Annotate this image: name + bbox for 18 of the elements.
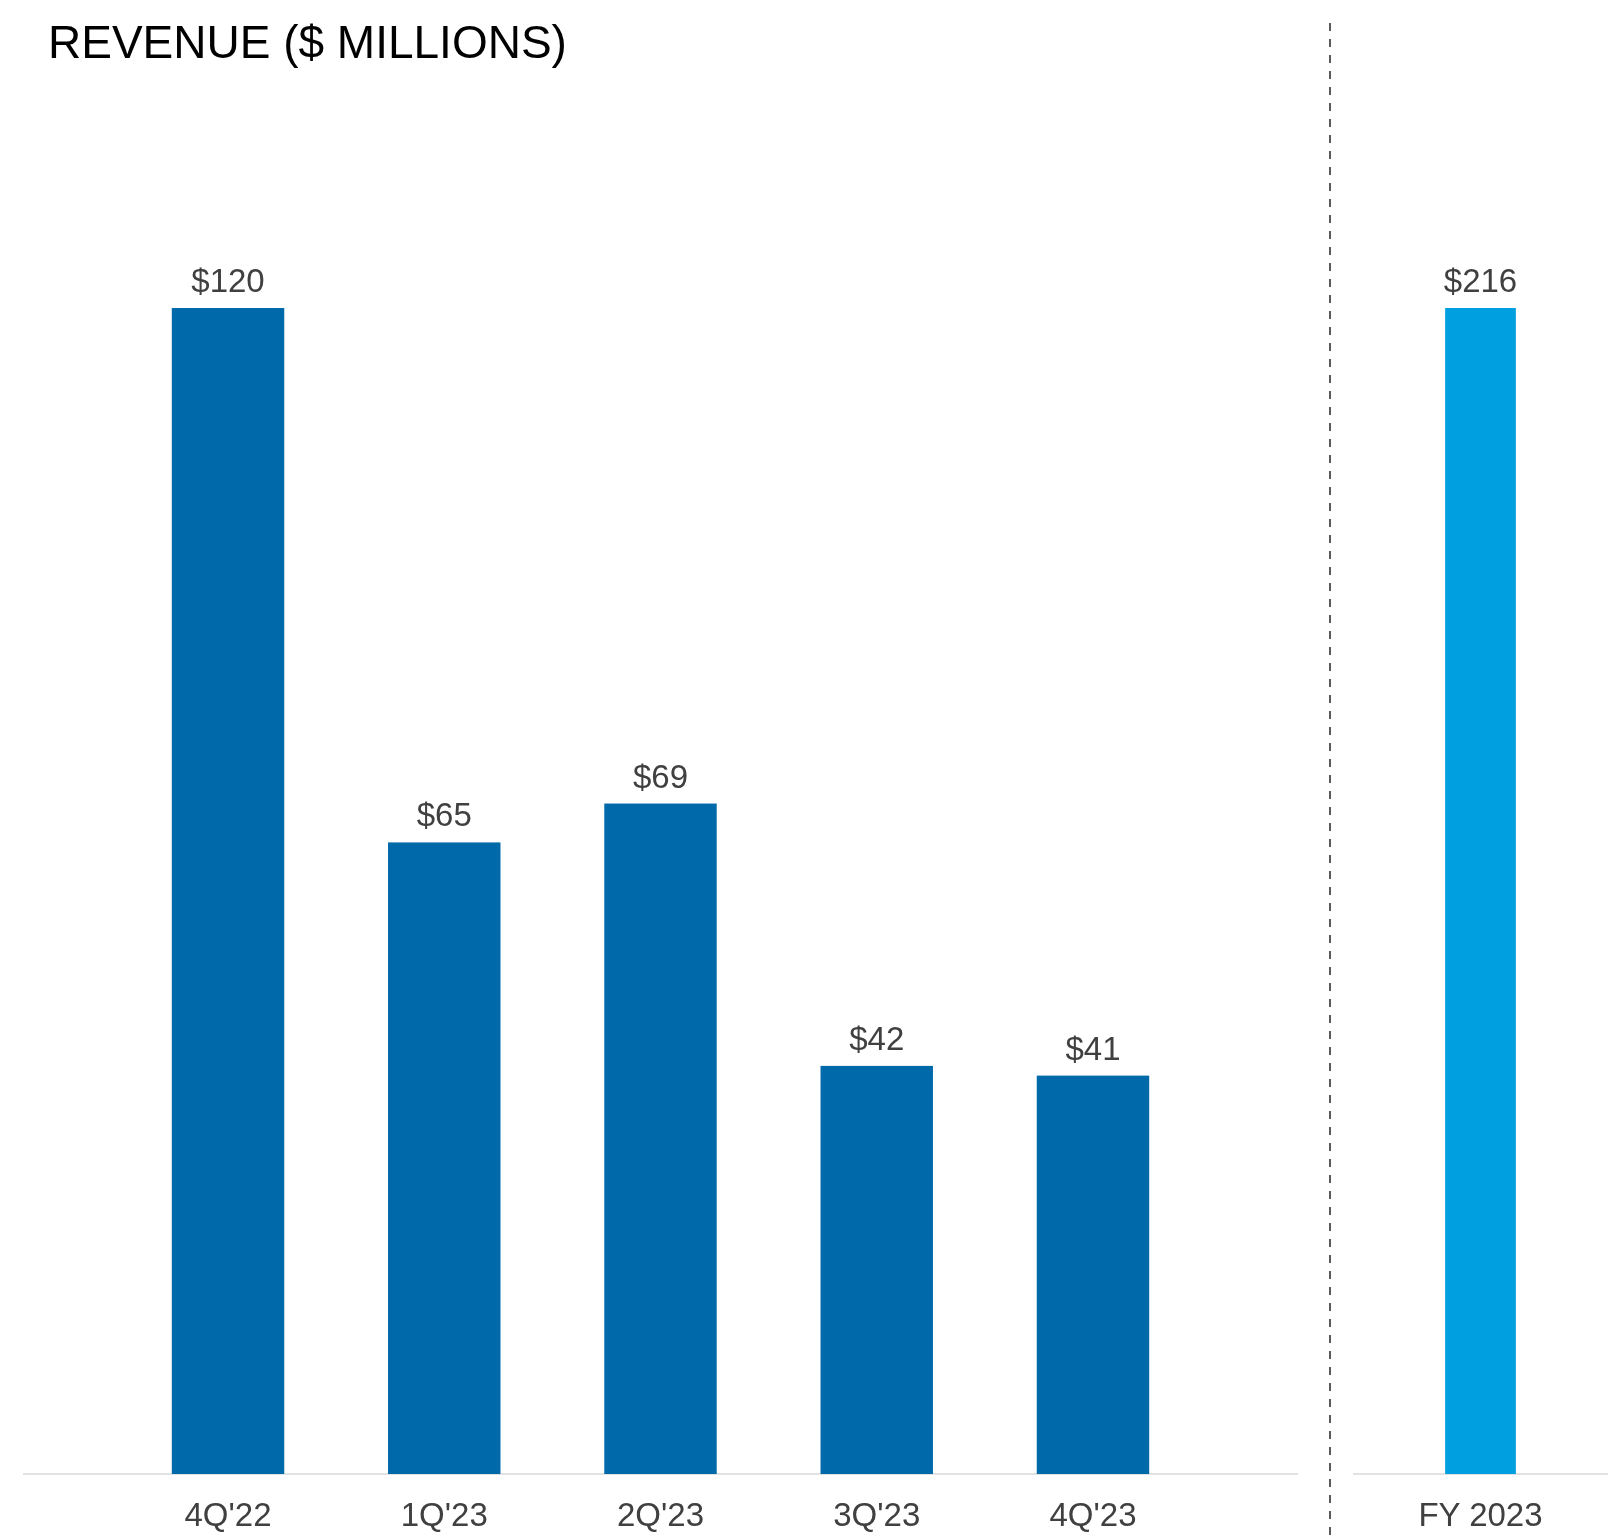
bar xyxy=(1036,1075,1150,1474)
data-label: $41 xyxy=(1065,1029,1121,1067)
data-label: $42 xyxy=(849,1019,905,1057)
data-label: $65 xyxy=(416,796,472,834)
data-label: $120 xyxy=(191,262,265,299)
x-tick-label: FY 2023 xyxy=(1418,1496,1543,1533)
data-label: $216 xyxy=(1443,262,1518,299)
bar xyxy=(388,842,501,1474)
x-tick-label: 4Q'23 xyxy=(1049,1496,1137,1533)
x-tick-label: 2Q'23 xyxy=(616,1496,705,1533)
data-label: $69 xyxy=(632,757,689,795)
bar xyxy=(171,308,285,1474)
x-tick-label: 4Q'22 xyxy=(184,1496,272,1533)
chart-title: REVENUE ($ MILLIONS) xyxy=(48,16,567,68)
bar xyxy=(820,1065,933,1474)
x-tick-label: 1Q'23 xyxy=(400,1496,488,1533)
bar xyxy=(604,803,717,1474)
x-tick-label: 3Q'23 xyxy=(833,1496,921,1533)
